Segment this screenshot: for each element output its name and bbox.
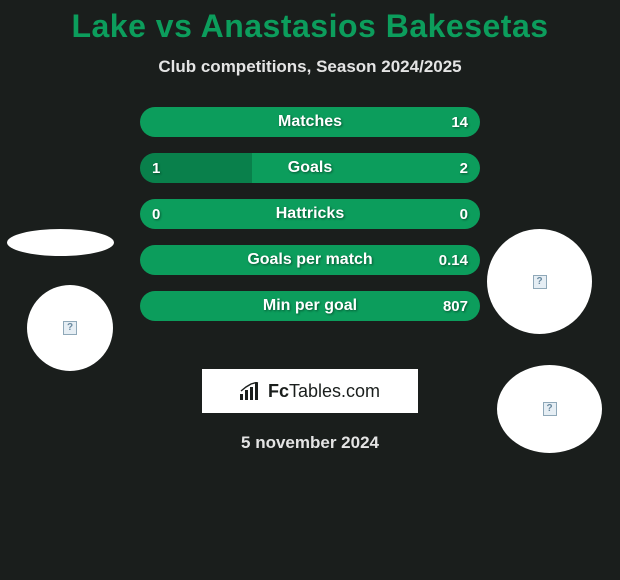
stats-area: ? ? ? Matches141Goals20Hattricks0Goals p… <box>0 107 620 347</box>
placeholder-icon: ? <box>543 402 557 416</box>
stat-label: Min per goal <box>263 297 357 315</box>
brand-text: FcTables.com <box>268 381 380 402</box>
stat-left-value: 0 <box>152 206 160 223</box>
stat-left-value: 1 <box>152 160 160 177</box>
player-right-avatar-2: ? <box>497 365 602 453</box>
stat-right-value: 2 <box>460 160 468 177</box>
stat-right-value: 14 <box>451 114 468 131</box>
stat-bars: Matches 14 1 Goals 2 0 Hattricks 0 Goals per mat… <box>140 107 480 321</box>
placeholder-icon: ? <box>63 321 77 335</box>
stat-bar: Goals per match 0.14 <box>140 245 480 275</box>
placeholder-icon: ? <box>533 275 547 289</box>
stat-right-value: 807 <box>443 298 468 315</box>
stat-bar: 0 Hattricks 0 <box>140 199 480 229</box>
player-right-avatar-1: ? <box>487 229 592 334</box>
stat-label: Goals <box>288 159 332 177</box>
page-title: Lake vs Anastasios Bakesetas <box>0 8 620 45</box>
subtitle: Club competitions, Season 2024/2025 <box>0 57 620 77</box>
stat-bar: Matches 14 <box>140 107 480 137</box>
stat-right-value: 0 <box>460 206 468 223</box>
player-left-head-ellipse <box>7 229 114 256</box>
stat-label: Matches <box>278 113 342 131</box>
stat-bar: 1 Goals 2 <box>140 153 480 183</box>
player-left-avatar: ? <box>27 285 113 371</box>
brand-chart-icon <box>240 382 262 400</box>
brand-badge: FcTables.com <box>202 369 418 413</box>
comparison-card: Lake vs Anastasios Bakesetas Club compet… <box>0 0 620 453</box>
stat-bar: Min per goal 807 <box>140 291 480 321</box>
stat-label: Goals per match <box>247 251 372 269</box>
stat-right-value: 0.14 <box>439 252 468 269</box>
stat-label: Hattricks <box>276 205 344 223</box>
